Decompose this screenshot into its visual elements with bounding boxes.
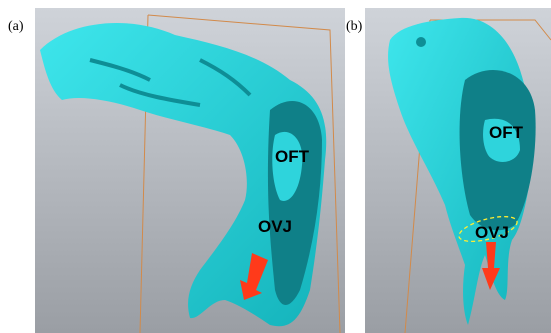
panel-label: (b) [346, 19, 363, 34]
surface-hole [416, 37, 426, 47]
annotation: OFT [275, 147, 310, 166]
annotation: OVJ [258, 217, 292, 236]
figure: (a) OFT OVJ (b) OFT OVJ [0, 0, 551, 333]
panel-label: (a) [8, 19, 24, 34]
panel-b: (b) OFT OVJ [346, 8, 551, 333]
page: (a) OFT OVJ (b) OFT OVJ (() => { const d… [0, 0, 551, 333]
annotation: OFT [489, 123, 524, 142]
panel-a: (a) OFT OVJ [8, 8, 345, 333]
annotation: OVJ [475, 223, 509, 242]
